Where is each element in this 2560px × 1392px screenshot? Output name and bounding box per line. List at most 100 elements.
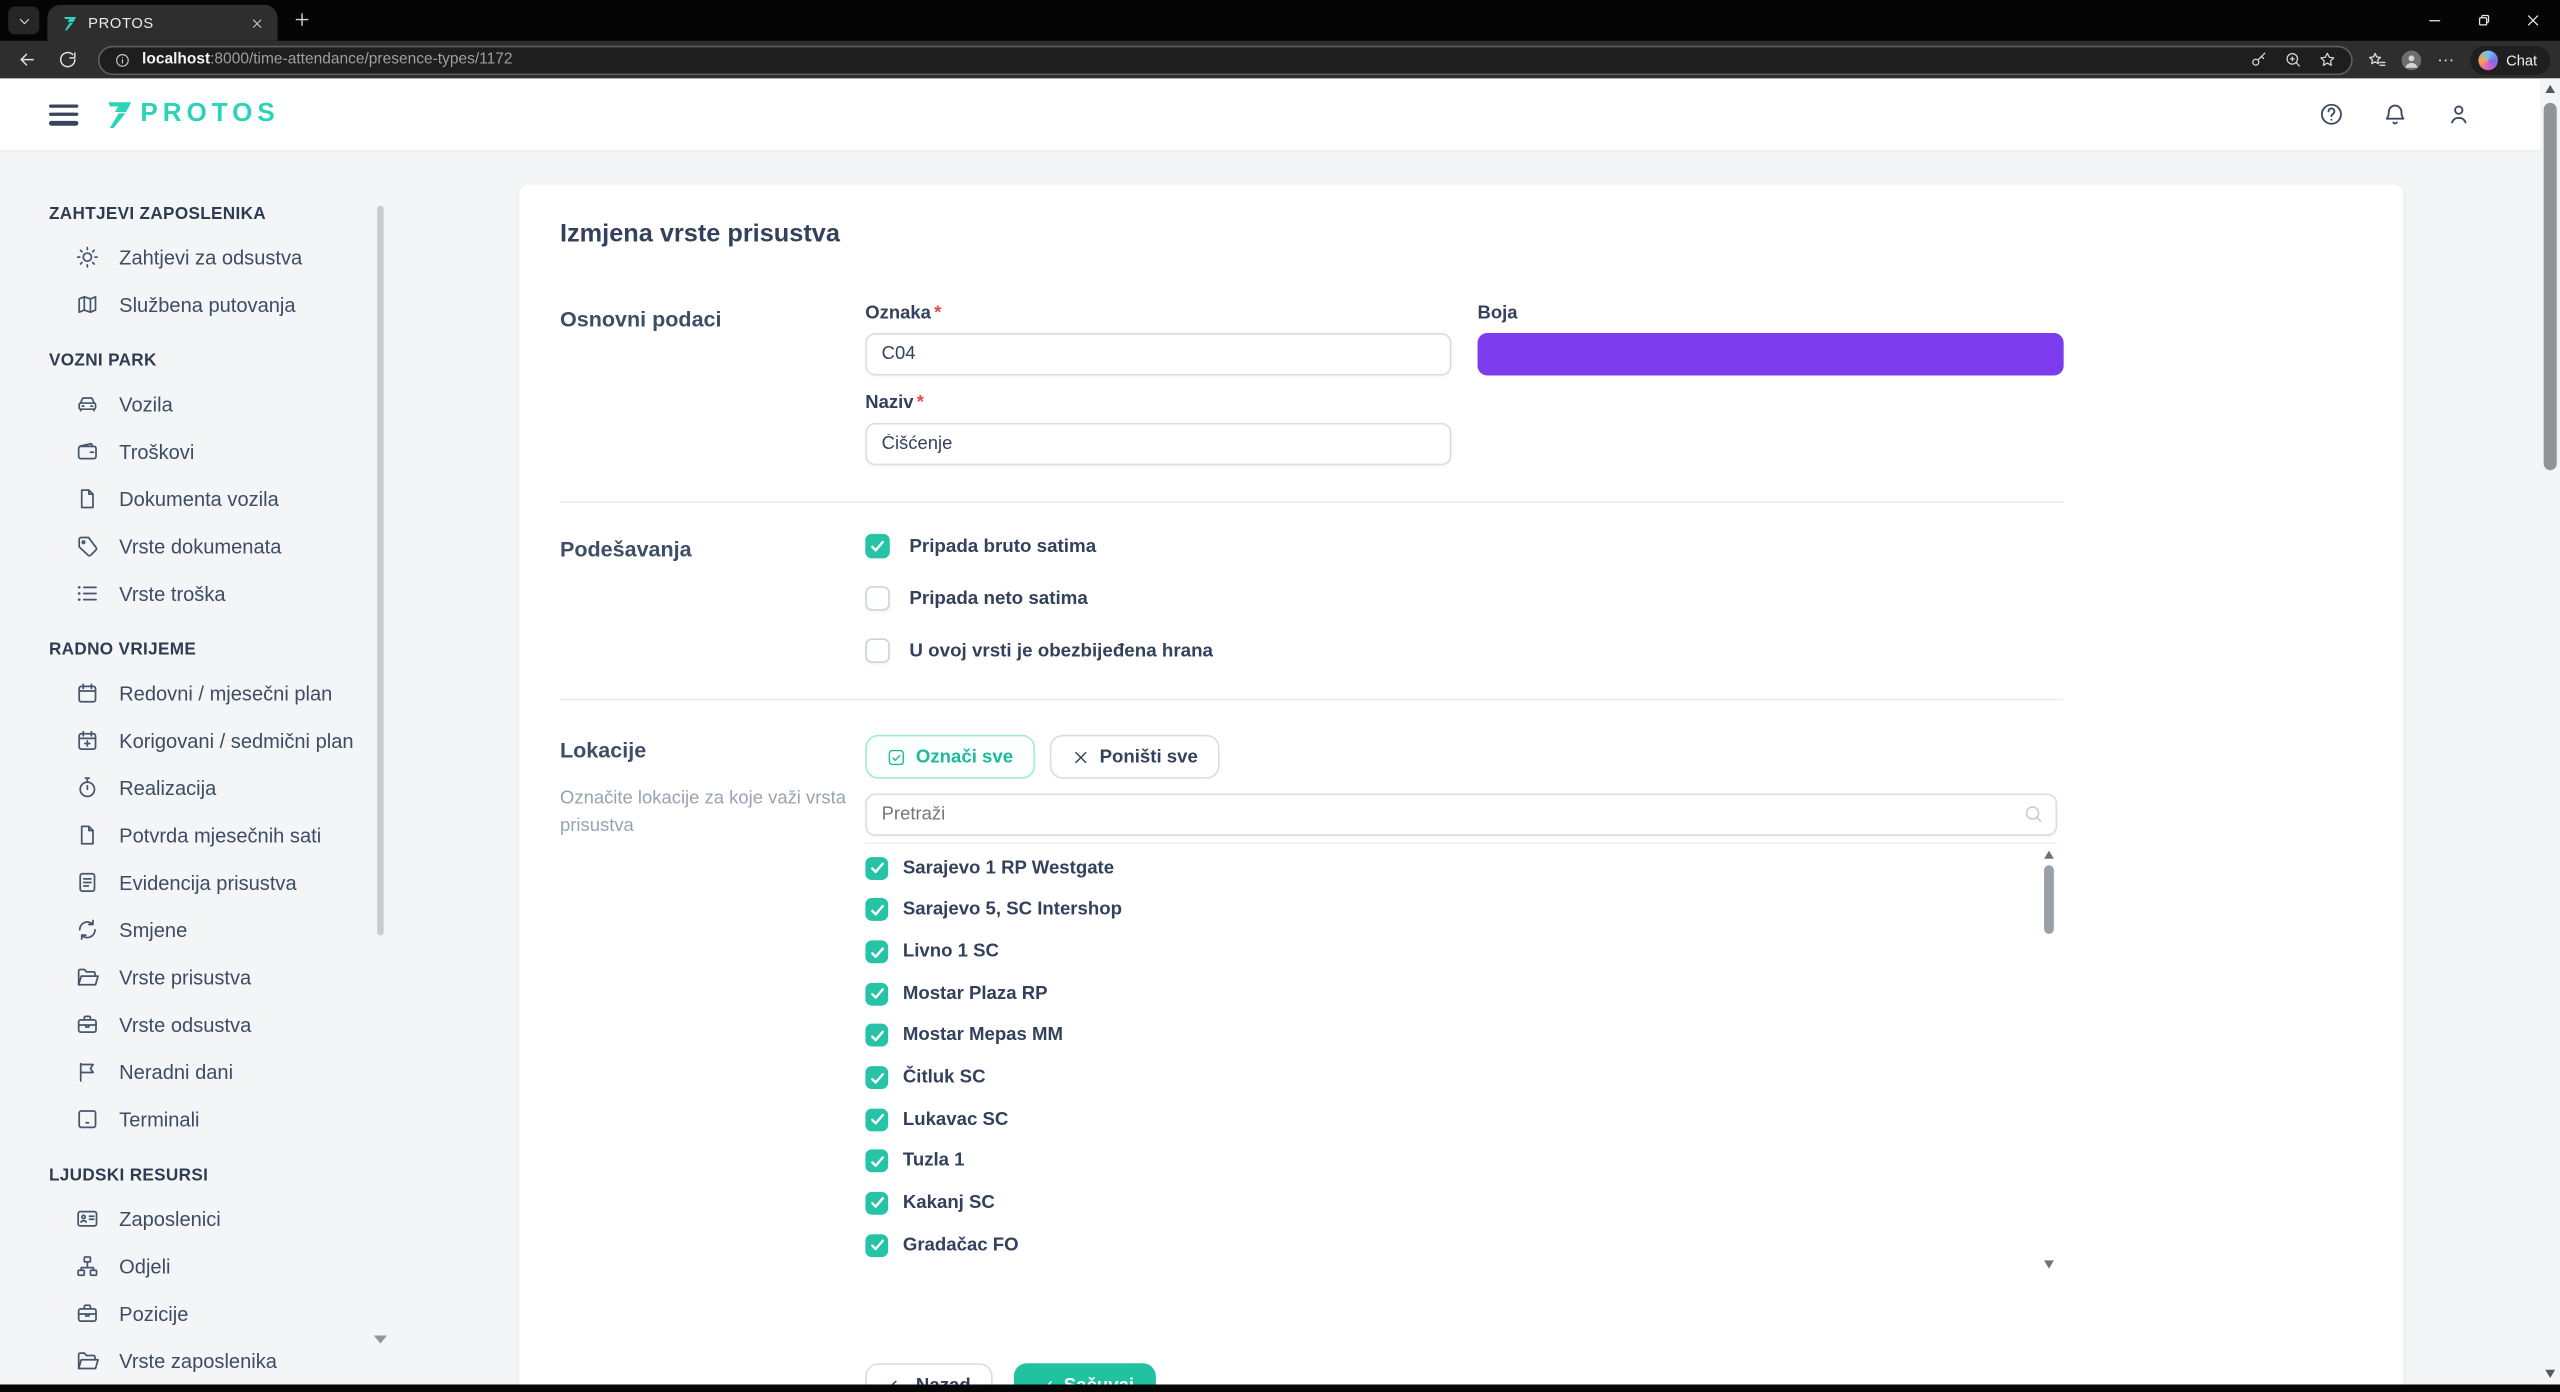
location-item-sarajevo-1-rp-westgate[interactable]: Sarajevo 1 RP Westgate (865, 847, 2057, 889)
sidebar-item-vrste-prisustva[interactable]: Vrste prisustva (49, 953, 376, 1000)
location-item-tuzla-1[interactable]: Tuzla 1 (865, 1140, 2057, 1182)
checkbox-checked[interactable] (865, 982, 889, 1006)
required-mark: * (934, 303, 942, 324)
checkbox-checked[interactable] (865, 1149, 889, 1173)
location-item-livno-1-sc[interactable]: Livno 1 SC (865, 931, 2057, 973)
browser-tab[interactable]: PROTOS (47, 4, 278, 41)
sidebar-scroll-down-arrow[interactable] (373, 1335, 387, 1344)
sidebar-section-title: RADNO VRIJEME (48, 639, 197, 660)
sidebar-item-vrste-odsustva[interactable]: Vrste odsustva (49, 1001, 376, 1048)
location-item-itluk-sc[interactable]: Čitluk SC (865, 1057, 2057, 1099)
location-item-mostar-plaza-rp[interactable]: Mostar Plaza RP (865, 973, 2057, 1015)
setting-pripada-bruto-satima[interactable]: Pripada bruto satima (865, 533, 2063, 559)
checkbox-checked[interactable] (865, 940, 889, 964)
help-button[interactable] (2318, 101, 2344, 127)
minimize-button[interactable] (2410, 0, 2459, 41)
checkbox-checked[interactable] (865, 856, 889, 880)
color-swatch[interactable] (1477, 333, 2064, 376)
select-all-button[interactable]: Označi sve (865, 734, 1035, 779)
tab-close-button[interactable] (250, 16, 265, 31)
sidebar-item-potvrda-mjese-nih-sati[interactable]: Potvrda mjesečnih sati (49, 811, 376, 858)
site-info-icon[interactable] (114, 51, 130, 67)
browser-menu-button[interactable] (2436, 50, 2456, 70)
page-title: Izmjena vrste prisustva (559, 220, 840, 249)
naziv-input[interactable] (865, 422, 1452, 466)
sidebar-item-korigovani-sedmi-ni-plan[interactable]: Korigovani / sedmični plan (49, 717, 376, 764)
sidebar-item-terminali[interactable]: Terminali (49, 1096, 376, 1143)
sidebar-item-vozila[interactable]: Vozila (49, 380, 376, 427)
sidebar-item-realizacija[interactable]: Realizacija (49, 764, 376, 811)
checkbox-checked[interactable] (865, 1191, 889, 1215)
sidebar-item-neradni-dani[interactable]: Neradni dani (49, 1048, 376, 1095)
scroll-up-arrow[interactable] (2544, 84, 2555, 94)
checkbox-checked[interactable] (865, 1066, 889, 1090)
reload-button[interactable] (57, 49, 78, 70)
sidebar-item-pozicije[interactable]: Pozicije (49, 1290, 376, 1337)
sidebar-item-vrste-dokumenata[interactable]: Vrste dokumenata (49, 522, 376, 569)
setting-u-ovoj-vrsti-je-obezbije-ena-hrana[interactable]: U ovoj vrsti je obezbijeđena hrana (865, 638, 2063, 663)
sidebar-item-redovni-mjese-ni-plan[interactable]: Redovni / mjesečni plan (49, 669, 376, 716)
checkbox-unchecked[interactable] (865, 586, 890, 611)
tab-search-button[interactable] (8, 6, 40, 35)
checkbox-checked[interactable] (865, 1024, 889, 1048)
sidebar-item-smjene[interactable]: Smjene (49, 906, 376, 953)
scroll-up-arrow[interactable] (2044, 850, 2054, 859)
oznaka-input[interactable] (865, 333, 1452, 376)
sidebar-item-zaposlenici[interactable]: Zaposlenici (49, 1195, 376, 1242)
sidebar-item-vrste-tro-ka[interactable]: Vrste troška (49, 570, 376, 617)
location-item-lukavac-sc[interactable]: Lukavac SC (865, 1099, 2057, 1141)
copilot-chat-button[interactable]: Chat (2470, 44, 2551, 75)
protos-logo[interactable]: PROTOS (101, 97, 279, 131)
sidebar-item-evidencija-prisustva[interactable]: Evidencija prisustva (49, 859, 376, 906)
zoom-icon[interactable] (2284, 51, 2302, 69)
x-icon (1070, 747, 1090, 767)
checkbox-unchecked[interactable] (865, 638, 890, 663)
scroll-down-arrow[interactable] (2544, 1369, 2555, 1378)
location-item-kakanj-sc[interactable]: Kakanj SC (865, 1182, 2057, 1224)
setting-label: U ovoj vrsti je obezbijeđena hrana (909, 640, 1214, 661)
scroll-down-arrow[interactable] (2044, 1260, 2054, 1269)
scroll-thumb[interactable] (2543, 102, 2557, 471)
navigation-toolbar: localhost:8000/time-attendance/presence-… (0, 40, 2560, 79)
checkbox-checked[interactable] (865, 1108, 889, 1131)
location-item-mostar-mepas-mm[interactable]: Mostar Mepas MM (865, 1015, 2057, 1057)
bookmark-star-icon[interactable] (2318, 51, 2336, 69)
sidebar-item-vrste-zaposlenika[interactable]: Vrste zaposlenika (49, 1337, 376, 1384)
new-tab-button[interactable] (292, 10, 312, 30)
sidebar-item-odjeli[interactable]: Odjeli (49, 1242, 376, 1289)
location-item-grada-ac-fo[interactable]: Gradačac FO (865, 1224, 2057, 1266)
sidebar-item-label: Potvrda mjesečnih sati (119, 823, 322, 847)
location-search-input[interactable] (865, 793, 2058, 836)
sidebar-item-dokumenta-vozila[interactable]: Dokumenta vozila (49, 475, 376, 522)
sidebar-item-tro-kovi[interactable]: Troškovi (49, 428, 376, 475)
address-bar[interactable]: localhost:8000/time-attendance/presence-… (97, 44, 2353, 75)
clear-all-button[interactable]: Poništi sve (1049, 734, 1220, 779)
location-item-banja-luka-2-us-tr-nica[interactable]: Banja Luka 2 US Tržnica (865, 1266, 2057, 1275)
maximize-button[interactable] (2459, 0, 2508, 41)
checkbox-checked[interactable] (865, 1233, 889, 1257)
password-manager-icon[interactable] (2250, 51, 2268, 69)
account-button[interactable] (2446, 101, 2472, 127)
profile-avatar[interactable] (2401, 49, 2422, 70)
main-card: Izmjena vrste prisustva Osnovni podaci O… (519, 184, 2404, 1385)
page-scrollbar[interactable] (2540, 78, 2560, 1385)
flag-icon (75, 1060, 99, 1084)
checkbox-checked[interactable] (865, 533, 890, 559)
back-button[interactable] (16, 49, 37, 70)
close-button[interactable] (2508, 0, 2557, 41)
list-scrollbar[interactable] (2042, 846, 2057, 1274)
calendar-plus-icon (75, 728, 99, 752)
nazad-button[interactable]: Nazad (865, 1363, 992, 1385)
save-button[interactable]: Sačuvaj (1013, 1363, 1156, 1385)
sidebar-item-label: Zaposlenici (119, 1207, 221, 1231)
menu-button[interactable] (48, 103, 79, 125)
notifications-button[interactable] (2382, 101, 2408, 127)
scroll-thumb[interactable] (2044, 865, 2054, 934)
checkbox-checked[interactable] (865, 898, 889, 922)
favorites-icon[interactable] (2367, 50, 2387, 70)
sidebar-item-slu-bena-putovanja[interactable]: Službena putovanja (49, 281, 376, 328)
sidebar-scrollbar[interactable] (377, 205, 384, 936)
location-item-sarajevo-5-sc-intershop[interactable]: Sarajevo 5, SC Intershop (865, 889, 2057, 931)
sidebar-item-zahtjevi-za-odsustva[interactable]: Zahtjevi za odsustva (49, 233, 376, 280)
setting-pripada-neto-satima[interactable]: Pripada neto satima (865, 586, 2063, 611)
